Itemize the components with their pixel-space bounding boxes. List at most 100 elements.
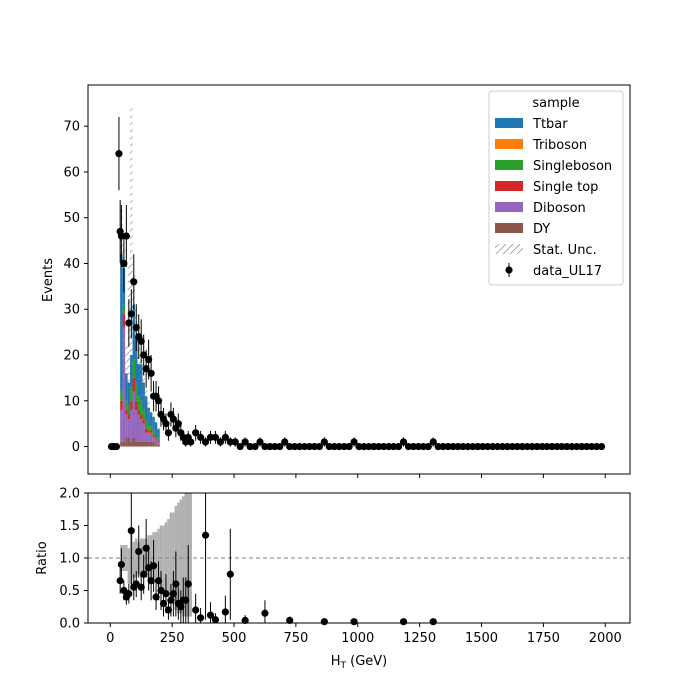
data-point (120, 259, 128, 268)
bar-dy (144, 441, 148, 447)
stat-unc-bin (137, 345, 140, 383)
legend-label: Diboson (533, 201, 586, 216)
ratio-y-axis-label: Ratio (35, 541, 50, 574)
bar-dy (149, 441, 153, 447)
ratio-point (159, 599, 168, 608)
y-tick-label: 70 (63, 120, 80, 135)
data-point (439, 442, 447, 451)
bar-diboson (120, 409, 123, 442)
stat-unc-bin (152, 414, 155, 424)
ratio-point (167, 596, 175, 604)
ratio-y-tick-label: 0.5 (59, 584, 80, 599)
y-tick-label: 50 (63, 211, 80, 226)
data-point (142, 365, 150, 373)
data-point (169, 415, 177, 423)
ratio-point (169, 590, 177, 598)
bar-ttbar (147, 407, 150, 426)
data-point (320, 438, 328, 446)
data-point (592, 442, 601, 451)
legend-marker (505, 266, 513, 274)
data-point (503, 442, 512, 451)
bar-dy (130, 441, 133, 447)
ratio-point (140, 570, 148, 578)
bar-dy (154, 444, 158, 447)
data-point (300, 442, 309, 451)
bar-dy (127, 437, 131, 447)
y-tick-label: 10 (63, 394, 80, 409)
bar-single-top (152, 435, 155, 438)
data-points (107, 117, 606, 451)
bar-diboson (135, 409, 138, 442)
bar-singleboson (127, 405, 131, 415)
data-point (419, 442, 427, 451)
legend-label: DY (533, 222, 550, 237)
ratio-point (117, 560, 126, 569)
ratio-point (135, 547, 143, 556)
legend-entry-ttbar: Ttbar (495, 117, 568, 132)
data-point (409, 442, 418, 451)
bar-single-top (147, 430, 150, 433)
data-point (145, 355, 153, 364)
ratio-unc-bin (189, 493, 192, 617)
data-point (385, 442, 393, 451)
ratio-point (197, 614, 205, 622)
stat-unc-bin (149, 409, 153, 420)
data-point (523, 442, 531, 451)
bar-ttbar (132, 304, 136, 360)
data-point (563, 442, 571, 451)
data-point (226, 438, 234, 446)
bar-single-top (127, 414, 131, 420)
ratio-point (206, 611, 215, 619)
data-point (568, 442, 576, 451)
stat-unc-bin (130, 107, 133, 374)
data-point (140, 351, 148, 359)
bar-single-top (137, 409, 140, 415)
bar-dy (139, 441, 143, 447)
legend: sample Ttbar Triboson Singleboson Single to… (488, 90, 624, 286)
bar-singleboson (154, 436, 158, 439)
legend-entry-single-top: Single top (495, 180, 598, 195)
legend-entry-dy: DY (495, 222, 550, 237)
data-point (211, 433, 220, 441)
data-point (498, 442, 507, 451)
data-point (429, 438, 437, 446)
ratio-y-tick-label: 1.0 (59, 552, 80, 567)
ratio-y-tick-label: 2.0 (59, 487, 80, 502)
bar-singleboson (122, 304, 126, 314)
ratio-point (429, 618, 437, 626)
bar-ttbar (120, 254, 123, 392)
data-point (404, 442, 413, 451)
data-point (261, 442, 269, 451)
ratio-x-ticks: 0 250 500 750 1000 1250 1500 1750 2000 (106, 623, 622, 646)
x-tick-label: 750 (283, 631, 308, 646)
data-point (251, 442, 259, 451)
bar-single-top (144, 428, 148, 433)
x-tick-label: 1750 (527, 631, 560, 646)
data-point (192, 429, 200, 437)
bar-diboson (149, 432, 153, 442)
y-tick-label: 30 (63, 303, 80, 318)
data-point (573, 442, 581, 451)
data-point (137, 337, 145, 345)
data-point (355, 442, 363, 451)
x-axis-label-main: H (331, 654, 341, 669)
data-point (588, 442, 596, 451)
data-point (434, 442, 442, 451)
bar-singleboson (139, 400, 143, 415)
data-point (449, 442, 457, 451)
data-point (394, 442, 403, 451)
legend-entry-diboson: Diboson (495, 201, 586, 216)
legend-label: Single top (533, 180, 598, 195)
data-point (489, 442, 497, 451)
bar-singleboson (147, 425, 150, 431)
data-point (305, 442, 314, 451)
data-point (127, 310, 135, 318)
data-point (454, 442, 462, 451)
bar-singleboson (120, 391, 123, 401)
bar-single-top (125, 409, 128, 415)
data-point (424, 442, 432, 451)
data-point (518, 442, 526, 451)
data-point (281, 438, 289, 446)
data-point (162, 420, 170, 428)
data-point (370, 442, 378, 451)
